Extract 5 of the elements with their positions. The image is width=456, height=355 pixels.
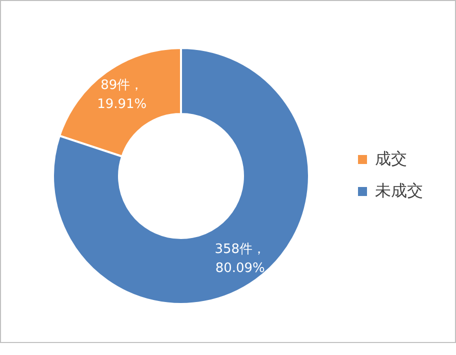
data-label: 358件， 80.09% (214, 241, 266, 276)
data-label: 89件， 19.91% (97, 78, 147, 112)
donut-slice (52, 47, 310, 305)
legend-label: 未成交 (375, 180, 423, 202)
legend-label: 成交 (375, 148, 407, 170)
